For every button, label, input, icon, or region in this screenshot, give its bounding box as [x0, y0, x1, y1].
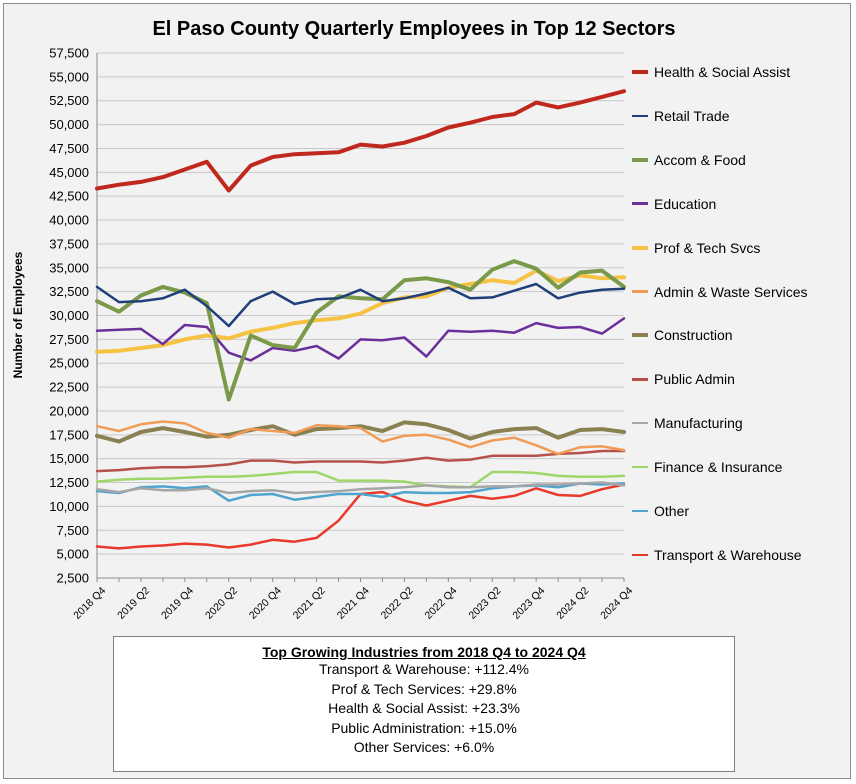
legend-label: Education [654, 195, 717, 212]
legend-item: Education [632, 194, 716, 214]
y-tick-label: 25,000 [49, 356, 89, 371]
legend-swatch [632, 465, 648, 469]
legend-swatch [632, 245, 648, 250]
y-tick-label: 37,500 [49, 236, 89, 251]
y-tick-label: 35,000 [49, 260, 89, 275]
legend-label: Finance & Insurance [654, 459, 783, 476]
legend-swatch [632, 378, 648, 381]
growth-list-item: Health & Social Assist: +23.3% [328, 700, 520, 716]
x-tick-label: 2018 Q4 [71, 585, 108, 622]
legend-label: Other [654, 503, 690, 519]
y-tick-label: 57,500 [49, 46, 89, 61]
x-tick-label: 2022 Q2 [379, 585, 416, 622]
series-line-manufacturing [95, 481, 626, 495]
y-tick-label: 30,000 [49, 308, 89, 323]
x-tick-label: 2021 Q4 [335, 585, 372, 622]
x-tick-label: 2021 Q2 [291, 585, 328, 622]
growth-list-item: Public Administration: +15.0% [331, 719, 517, 736]
top-growing-industries-box: Top Growing Industries from 2018 Q4 to 2… [113, 636, 735, 772]
x-tick-label: 2019 Q4 [159, 585, 196, 622]
series-line-health-social-assist [95, 89, 626, 193]
legend-label: Accom & Food [654, 151, 746, 168]
y-tick-label: 55,000 [49, 69, 89, 84]
series-lines [95, 89, 626, 550]
y-tick-label: 17,500 [49, 427, 89, 442]
legend-swatch [632, 421, 648, 425]
series-line-education [95, 317, 626, 362]
y-tick-label: 2,500 [56, 571, 89, 586]
legend-item: Health & Social Assist [632, 62, 790, 82]
legend-swatch [632, 157, 648, 162]
legend-swatch [632, 290, 648, 293]
y-tick-label: 22,500 [49, 380, 89, 395]
y-axis-label: Number of Employees [11, 251, 25, 379]
y-tick-label: 45,000 [49, 165, 89, 180]
growth-box-title: Top Growing Industries from 2018 Q4 to 2… [262, 644, 586, 660]
y-tick-label: 7,500 [56, 523, 89, 538]
y-tick-label: 50,000 [49, 117, 89, 132]
legend-label: Admin & Waste Services [654, 283, 808, 300]
y-tick-label: 5,000 [56, 547, 89, 562]
series-line-admin-waste-services [95, 420, 626, 456]
legend-item: Admin & Waste Services [632, 282, 808, 302]
legend-swatch [632, 333, 648, 338]
y-tick-label: 47,500 [49, 141, 89, 156]
legend-label: Prof & Tech Svcs [654, 239, 761, 256]
series-line-finance-insurance [95, 470, 626, 489]
x-tick-label: 2024 Q4 [598, 585, 635, 622]
growth-list-item: Other Services: +6.0% [353, 739, 495, 755]
series-line-retail-trade [95, 282, 626, 328]
legend-label: Transport & Warehouse [654, 546, 802, 563]
x-tick-label: 2022 Q4 [423, 585, 460, 622]
y-axis-label-wrap: Number of Employees [6, 252, 30, 379]
legend-item: Retail Trade [632, 106, 729, 126]
y-tick-label: 27,500 [49, 332, 89, 347]
legend-item: Finance & Insurance [632, 457, 782, 477]
x-tick-label: 2020 Q4 [247, 585, 284, 622]
legend-swatch [632, 509, 648, 513]
y-tick-label: 12,500 [49, 475, 89, 490]
y-tick-label: 32,500 [49, 284, 89, 299]
x-tick-label: 2019 Q2 [115, 585, 152, 622]
series-line-public-admin [95, 449, 626, 473]
legend-item: Prof & Tech Svcs [632, 238, 760, 258]
legend-label: Public Admin [654, 371, 735, 388]
series-line-accom-food [95, 259, 626, 402]
chart-title: El Paso County Quarterly Employees in To… [152, 18, 676, 40]
legend-item: Manufacturing [632, 413, 743, 433]
growth-list-item: Prof & Tech Services: +29.8% [331, 680, 517, 697]
y-tick-label: 40,000 [49, 213, 89, 228]
legend-swatch [632, 553, 648, 557]
legend-item: Public Admin [632, 369, 735, 389]
legend-label: Health & Social Assist [654, 64, 791, 80]
x-tick-label: 2020 Q2 [203, 585, 240, 622]
legend-swatch [632, 114, 648, 118]
legend-item: Transport & Warehouse [632, 545, 802, 565]
legend-label: Construction [654, 327, 733, 344]
legend-item: Accom & Food [632, 150, 746, 170]
y-tick-label: 52,500 [49, 93, 89, 108]
series-line-construction [95, 420, 626, 444]
x-tick-label: 2023 Q2 [466, 585, 503, 622]
y-tick-label: 20,000 [49, 403, 89, 418]
legend-swatch [632, 70, 648, 74]
legend-label: Manufacturing [654, 415, 743, 432]
x-tick-label: 2023 Q4 [510, 585, 547, 622]
y-tick-label: 42,500 [49, 189, 89, 204]
growth-list: Transport & Warehouse: +112.4% Prof & Tec… [114, 660, 734, 758]
legend-label: Retail Trade [654, 107, 730, 124]
x-tick-label: 2024 Q2 [554, 585, 591, 622]
legend-item: Construction [632, 325, 733, 345]
growth-list-item: Transport & Warehouse: +112.4% [319, 661, 529, 677]
y-tick-label: 10,000 [49, 499, 89, 514]
y-tick-label: 15,000 [49, 451, 89, 466]
legend-swatch [632, 202, 648, 205]
legend-item: Other [632, 501, 689, 521]
